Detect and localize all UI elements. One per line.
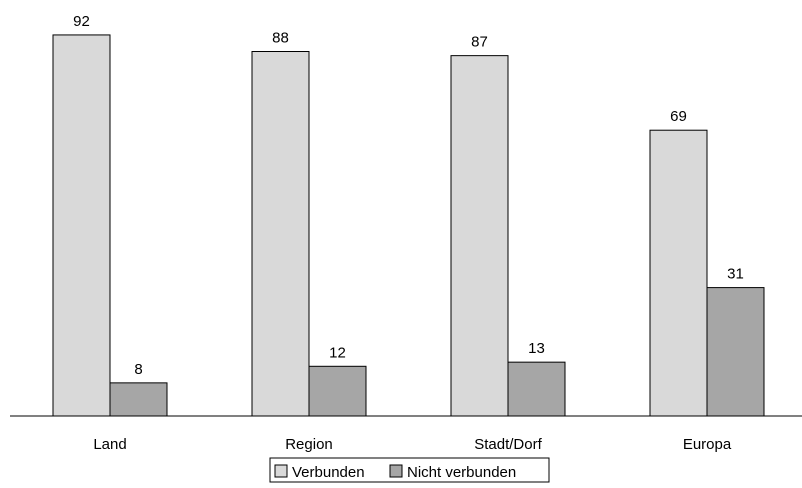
- bar-nicht-verbunden-0: [109, 382, 168, 417]
- legend-box: [269, 457, 550, 483]
- bar-verbunden-0: [52, 34, 111, 417]
- category-label-3: Europa: [683, 436, 732, 453]
- category-labels-layer: Land Region Stadt/Dorf Europa: [93, 436, 732, 453]
- legend-label-verbunden: Verbunden: [292, 464, 365, 481]
- data-label-nicht-verbunden-3: 31: [727, 266, 744, 283]
- bar-verbunden-3: [649, 129, 708, 417]
- bar-verbunden-1: [251, 51, 310, 417]
- category-label-2: Stadt/Dorf: [474, 436, 542, 453]
- legend: Verbunden Nicht verbunden: [269, 457, 550, 483]
- bar-nicht-verbunden-2: [507, 361, 566, 417]
- data-label-verbunden-3: 69: [670, 108, 687, 125]
- bars-layer: [52, 34, 765, 417]
- category-label-0: Land: [93, 436, 126, 453]
- bar-nicht-verbunden-1: [308, 365, 367, 417]
- category-label-1: Region: [285, 436, 333, 453]
- legend-swatch-nicht-verbunden: [389, 464, 403, 478]
- data-label-verbunden-2: 87: [471, 34, 488, 51]
- data-label-verbunden-0: 92: [73, 13, 90, 30]
- data-label-nicht-verbunden-1: 12: [329, 344, 346, 361]
- data-label-nicht-verbunden-0: 8: [134, 361, 142, 378]
- bar-nicht-verbunden-3: [706, 287, 765, 417]
- data-label-verbunden-1: 88: [272, 30, 289, 47]
- bar-verbunden-2: [450, 55, 509, 417]
- data-label-nicht-verbunden-2: 13: [528, 340, 545, 357]
- legend-swatch-verbunden: [274, 464, 288, 478]
- legend-label-nicht-verbunden: Nicht verbunden: [407, 464, 516, 481]
